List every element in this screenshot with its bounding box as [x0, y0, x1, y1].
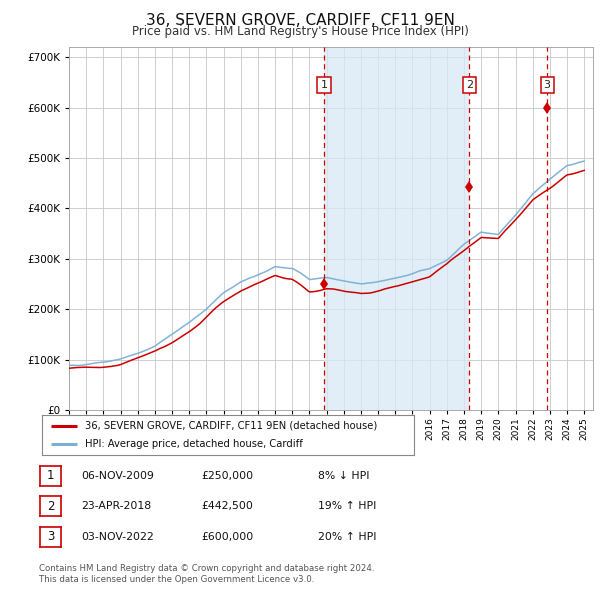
Text: 36, SEVERN GROVE, CARDIFF, CF11 9EN: 36, SEVERN GROVE, CARDIFF, CF11 9EN — [146, 13, 454, 28]
Text: Price paid vs. HM Land Registry's House Price Index (HPI): Price paid vs. HM Land Registry's House … — [131, 25, 469, 38]
Text: This data is licensed under the Open Government Licence v3.0.: This data is licensed under the Open Gov… — [39, 575, 314, 584]
Text: 8% ↓ HPI: 8% ↓ HPI — [318, 471, 370, 480]
Text: 03-NOV-2022: 03-NOV-2022 — [81, 532, 154, 542]
Text: £250,000: £250,000 — [201, 471, 253, 480]
Text: 2: 2 — [47, 500, 54, 513]
Text: 06-NOV-2009: 06-NOV-2009 — [81, 471, 154, 480]
Text: £600,000: £600,000 — [201, 532, 253, 542]
Text: 20% ↑ HPI: 20% ↑ HPI — [318, 532, 377, 542]
Text: 3: 3 — [47, 530, 54, 543]
Bar — [324, 47, 469, 410]
Text: 23-APR-2018: 23-APR-2018 — [81, 502, 151, 511]
Text: 2: 2 — [466, 80, 473, 90]
Text: 1: 1 — [47, 469, 54, 482]
Text: 3: 3 — [544, 80, 551, 90]
Text: £442,500: £442,500 — [201, 502, 253, 511]
Text: 19% ↑ HPI: 19% ↑ HPI — [318, 502, 376, 511]
Text: Contains HM Land Registry data © Crown copyright and database right 2024.: Contains HM Land Registry data © Crown c… — [39, 565, 374, 573]
Text: HPI: Average price, detached house, Cardiff: HPI: Average price, detached house, Card… — [85, 439, 302, 449]
Text: 1: 1 — [320, 80, 328, 90]
Text: 36, SEVERN GROVE, CARDIFF, CF11 9EN (detached house): 36, SEVERN GROVE, CARDIFF, CF11 9EN (det… — [85, 421, 377, 431]
